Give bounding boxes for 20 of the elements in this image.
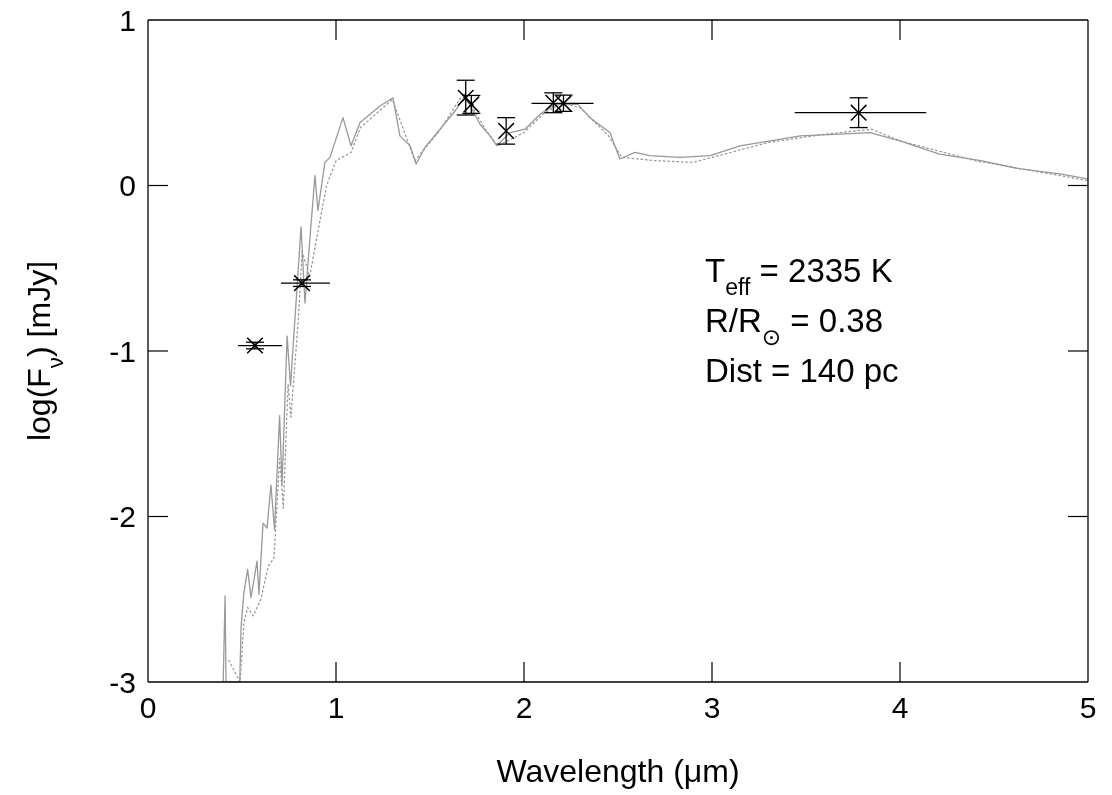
x-tick-label: 0	[139, 691, 157, 724]
y-tick-label: -2	[109, 500, 136, 533]
annotation: R/R$_{⊙}$ = 0.38	[705, 302, 884, 350]
x-tick-label: 4	[891, 691, 909, 724]
x-axis-title: Wavelength (μm)	[496, 753, 740, 789]
x-tick-label: 3	[703, 691, 721, 724]
x-tick-label: 5	[1079, 691, 1097, 724]
x-tick-label: 1	[327, 691, 345, 724]
annotation: Dist = 140 pc	[705, 352, 899, 389]
y-tick-label: -3	[109, 665, 136, 699]
annotation: T$_{eff}$ = 2335 K	[705, 252, 893, 300]
y-tick-label: -1	[109, 334, 136, 368]
y-tick-label: 0	[119, 169, 136, 202]
x-tick-label: 2	[515, 691, 533, 724]
point	[497, 122, 515, 140]
point	[850, 104, 868, 122]
y-tick-label: 1	[119, 3, 136, 37]
point	[293, 274, 311, 292]
point	[457, 89, 475, 107]
point	[246, 337, 264, 355]
